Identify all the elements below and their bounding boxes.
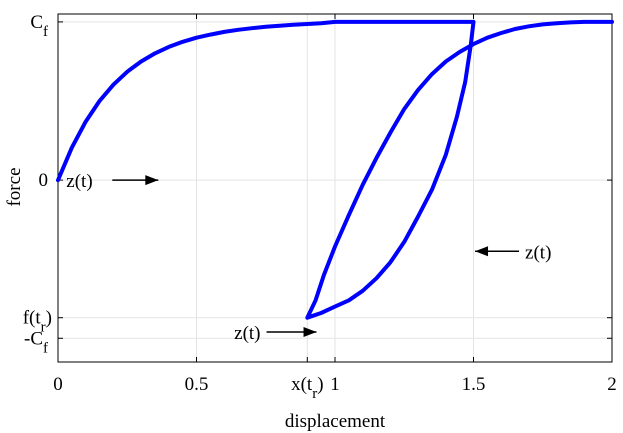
x-tick-label: 0 (53, 374, 63, 395)
x-tick-label: 2 (607, 374, 617, 395)
y-tick-label: Cf (30, 12, 48, 40)
ticks: 0 0.5 1 1.5 2 x(tr) Cf 0 f(tr)-Cf (23, 12, 617, 402)
annotation-z-t: z(t) (66, 171, 159, 192)
series-line (56, 19, 614, 320)
y-tick-label: 0 (39, 170, 49, 191)
annotation-z-t: z(t) (475, 242, 551, 263)
x-tick-label: 1 (330, 374, 340, 395)
annotation-arrow-head (475, 246, 489, 257)
x-tick-label-xtr: x(tr) (291, 374, 323, 402)
annotation-arrow-head (145, 175, 159, 186)
x-tick-label: 1.5 (462, 374, 486, 395)
annotation-arrow-head (303, 326, 317, 337)
annotations: z(t) z(t) z(t) (66, 171, 551, 344)
grid (57, 14, 613, 362)
annotation-label: z(t) (66, 171, 92, 192)
y-axis-label: force (4, 167, 25, 206)
y-tick-label: -Cf (24, 328, 48, 356)
annotation-label: z(t) (234, 323, 260, 344)
annotation-label: z(t) (525, 242, 551, 263)
x-axis-label: displacement (285, 411, 386, 432)
x-tick-label: 0.5 (185, 374, 209, 395)
y-tick-label: f(tr) (23, 308, 52, 336)
annotation-z-t: z(t) (234, 323, 317, 344)
